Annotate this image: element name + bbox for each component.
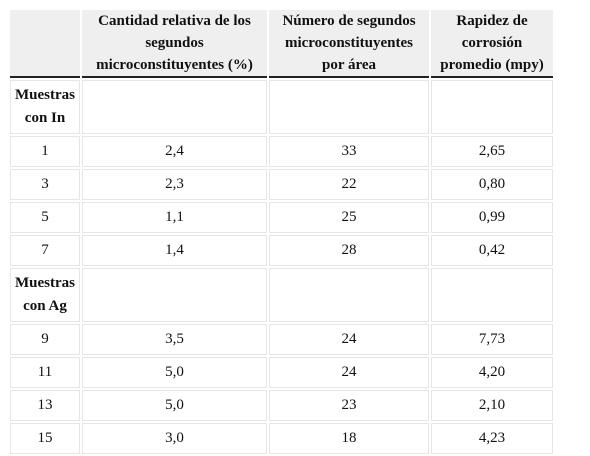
cell: 5,0 [82, 390, 267, 421]
cell: 7,73 [431, 324, 553, 355]
cell: 0,42 [431, 235, 553, 266]
cell: 5,0 [82, 357, 267, 388]
header-cell [10, 10, 80, 78]
empty-cell [82, 268, 267, 322]
header-row: Cantidad relativa de los segundos microc… [10, 10, 553, 78]
cell: 0,99 [431, 202, 553, 233]
data-row: 1 2,4 33 2,65 [10, 136, 553, 167]
cell: 0,80 [431, 169, 553, 200]
page: Cantidad relativa de los segundos microc… [10, 10, 553, 454]
data-row: 3 2,3 22 0,80 [10, 169, 553, 200]
cell: 22 [269, 169, 429, 200]
section-row: Muestras con In [10, 80, 553, 134]
cell: 13 [10, 390, 80, 421]
empty-cell [269, 80, 429, 134]
cell: 7 [10, 235, 80, 266]
header-cell: Número de segundos microconstituyentes p… [269, 10, 429, 78]
cell: 24 [269, 324, 429, 355]
cell: 1,1 [82, 202, 267, 233]
cell: 3 [10, 169, 80, 200]
cell: 3,0 [82, 423, 267, 454]
cell: 9 [10, 324, 80, 355]
cell: 5 [10, 202, 80, 233]
section-label: Muestras con In [10, 80, 80, 134]
cell: 28 [269, 235, 429, 266]
data-row: 15 3,0 18 4,23 [10, 423, 553, 454]
cell: 2,3 [82, 169, 267, 200]
cell: 18 [269, 423, 429, 454]
header-cell: Cantidad relativa de los segundos microc… [82, 10, 267, 78]
cell: 33 [269, 136, 429, 167]
cell: 4,20 [431, 357, 553, 388]
cell: 1,4 [82, 235, 267, 266]
section-row: Muestras con Ag [10, 268, 553, 322]
cell: 23 [269, 390, 429, 421]
cell: 25 [269, 202, 429, 233]
empty-cell [431, 80, 553, 134]
data-table: Cantidad relativa de los segundos microc… [8, 8, 555, 456]
empty-cell [431, 268, 553, 322]
empty-cell [82, 80, 267, 134]
data-row: 9 3,5 24 7,73 [10, 324, 553, 355]
data-row: 11 5,0 24 4,20 [10, 357, 553, 388]
cell: 24 [269, 357, 429, 388]
cell: 15 [10, 423, 80, 454]
cell: 1 [10, 136, 80, 167]
cell: 2,10 [431, 390, 553, 421]
table-body: Muestras con In 1 2,4 33 2,65 3 2,3 22 0,80 5 1,1 2… [10, 80, 553, 454]
cell: 3,5 [82, 324, 267, 355]
data-row: 7 1,4 28 0,42 [10, 235, 553, 266]
empty-cell [269, 268, 429, 322]
cell: 2,65 [431, 136, 553, 167]
data-row: 13 5,0 23 2,10 [10, 390, 553, 421]
cell: 4,23 [431, 423, 553, 454]
header-cell: Rapidez de corrosión promedio (mpy) [431, 10, 553, 78]
cell: 11 [10, 357, 80, 388]
section-label: Muestras con Ag [10, 268, 80, 322]
cell: 2,4 [82, 136, 267, 167]
data-row: 5 1,1 25 0,99 [10, 202, 553, 233]
